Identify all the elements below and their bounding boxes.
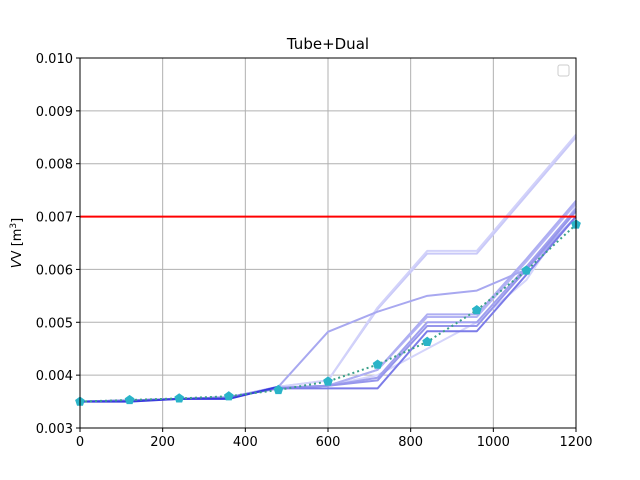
y-tick-label: 0.006	[36, 263, 73, 278]
chart-title: Tube+Dual	[286, 35, 369, 53]
x-tick-label: 600	[316, 435, 341, 450]
x-tick-label: 1200	[559, 435, 592, 450]
y-tick-label: 0.007	[36, 211, 73, 226]
y-tick-label: 0.003	[36, 422, 73, 437]
data-point	[323, 376, 333, 386]
data-point	[471, 304, 482, 315]
y-tick-label: 0.009	[36, 105, 73, 120]
x-tick-label: 1000	[477, 435, 510, 450]
y-tick-label: 0.005	[36, 316, 73, 331]
data-point	[124, 394, 135, 405]
mean-series-line	[79, 223, 577, 403]
data-point	[521, 265, 532, 275]
y-tick-label: 0.008	[36, 158, 73, 173]
data-point	[372, 359, 383, 369]
x-tick-label: 200	[150, 435, 175, 450]
legend-box	[557, 64, 570, 77]
data-point	[273, 384, 284, 395]
data-point	[223, 391, 234, 401]
y-tick-label: 0.010	[36, 52, 73, 67]
x-tick-label: 400	[233, 435, 258, 450]
y-tick-label: 0.004	[36, 369, 73, 384]
data-point	[422, 336, 433, 346]
data-point	[174, 393, 185, 403]
y-axis-label: VV [m3]	[9, 218, 25, 268]
x-tick-label: 0	[76, 435, 84, 450]
ticks-group: 0 200 400 600 800 1000 1200 0.003 0.004 0.005 0.00…	[36, 52, 593, 450]
x-tick-label: 800	[398, 435, 423, 450]
